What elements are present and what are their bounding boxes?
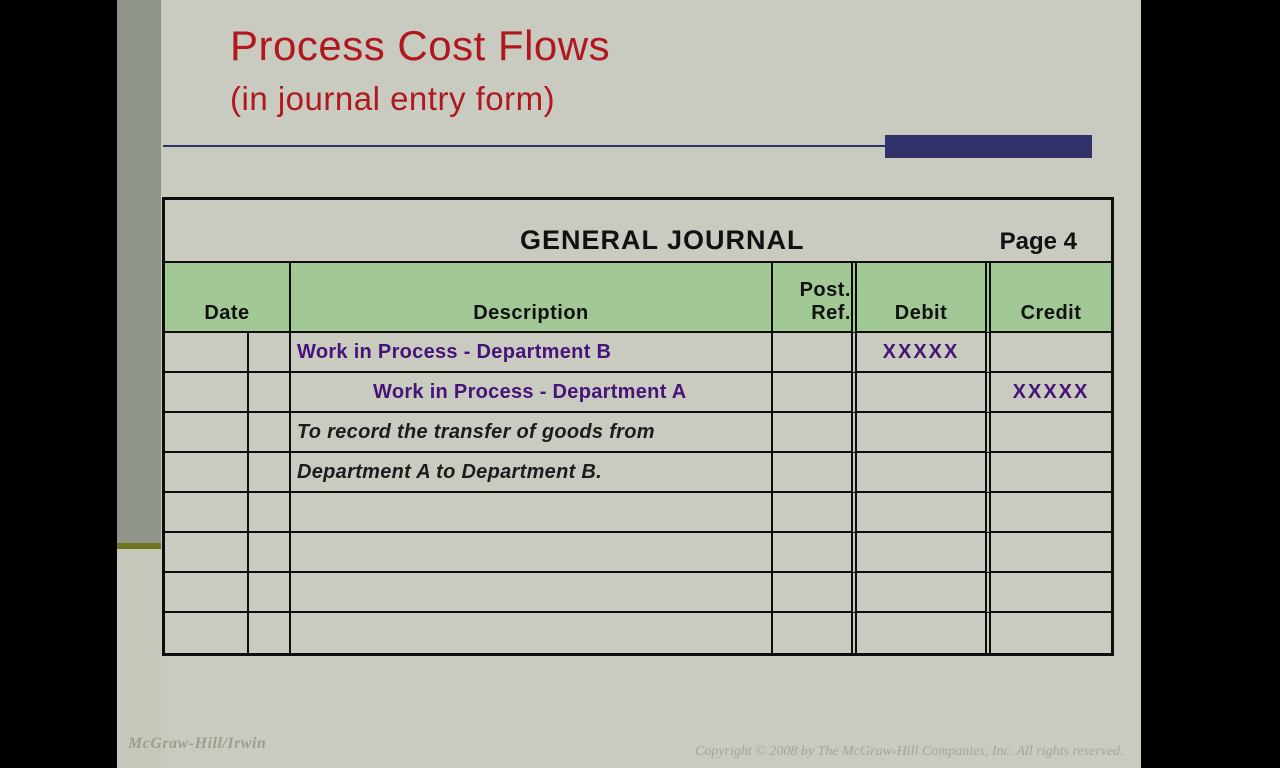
journal-header-row: Date Description Post. Ref. Debit Credit [165,263,1111,333]
date-month-cell [165,573,249,613]
journal-title: GENERAL JOURNAL [520,225,805,255]
post-ref-cell [773,453,851,493]
publisher-credit: McGraw-Hill/Irwin [128,735,267,752]
credit-cell [985,533,1111,573]
date-month-cell [165,413,249,453]
journal-title-row: GENERAL JOURNAL Page 4 [165,200,1111,263]
column-header-credit: Credit [985,263,1111,333]
date-day-cell [249,333,291,373]
debit-cell [851,413,985,453]
debit-cell [851,573,985,613]
title-divider-accent-block [885,135,1092,158]
debit-cell [851,533,985,573]
date-month-cell [165,613,249,653]
post-ref-cell [773,573,851,613]
debit-cell [851,493,985,533]
journal-page-number: Page 4 [999,228,1077,255]
description-cell [291,613,773,653]
slide-subtitle: (in journal entry form) [230,80,556,117]
band-light-section [117,549,161,768]
date-month-cell [165,333,249,373]
copyright-notice: Copyright © 2008 by The McGraw-Hill Comp… [695,744,1124,759]
column-header-date: Date [165,263,291,333]
slide-surface: Process Cost Flows (in journal entry for… [161,0,1141,768]
title-divider-line [163,145,887,147]
debit-cell [851,373,985,413]
date-day-cell [249,573,291,613]
post-ref-line1: Post. [799,279,851,301]
credit-cell [985,613,1111,653]
description-cell [291,533,773,573]
band-dark-section [117,0,161,543]
debit-cell: XXXXX [851,333,985,373]
debit-cell [851,453,985,493]
post-ref-cell [773,613,851,653]
journal-row-1: Work in Process - Department B XXXXX [165,333,1111,373]
description-cell: To record the transfer of goods from [291,413,773,453]
date-day-cell [249,373,291,413]
credit-cell [985,333,1111,373]
credit-cell [985,573,1111,613]
description-cell: Work in Process - Department B [291,333,773,373]
credit-cell [985,493,1111,533]
debit-cell [851,613,985,653]
column-header-post-ref: Post. Ref. [773,263,851,333]
description-cell: Work in Process - Department A [291,373,773,413]
date-month-cell [165,453,249,493]
journal-row-2: Work in Process - Department A XXXXX [165,373,1111,413]
date-day-cell [249,493,291,533]
journal-row-7 [165,573,1111,613]
description-cell: Department A to Department B. [291,453,773,493]
post-ref-cell [773,413,851,453]
credit-cell: XXXXX [985,373,1111,413]
description-cell [291,573,773,613]
date-day-cell [249,413,291,453]
date-month-cell [165,533,249,573]
column-header-description: Description [291,263,773,333]
column-header-debit: Debit [851,263,985,333]
date-month-cell [165,373,249,413]
post-ref-cell [773,333,851,373]
credit-cell [985,413,1111,453]
date-day-cell [249,533,291,573]
date-day-cell [249,453,291,493]
date-month-cell [165,493,249,533]
slide-title: Process Cost Flows [230,22,611,69]
post-ref-cell [773,493,851,533]
slide-left-edge-band [117,0,161,768]
credit-cell [985,453,1111,493]
post-ref-line2: Ref. [811,302,851,324]
journal-row-3: To record the transfer of goods from [165,413,1111,453]
journal-row-8 [165,613,1111,653]
journal-row-4: Department A to Department B. [165,453,1111,493]
post-ref-cell [773,373,851,413]
journal-row-6 [165,533,1111,573]
date-day-cell [249,613,291,653]
general-journal-table: GENERAL JOURNAL Page 4 Date Description … [162,197,1114,656]
description-cell [291,493,773,533]
journal-row-5 [165,493,1111,533]
band-olive-accent-line [117,543,161,549]
post-ref-cell [773,533,851,573]
